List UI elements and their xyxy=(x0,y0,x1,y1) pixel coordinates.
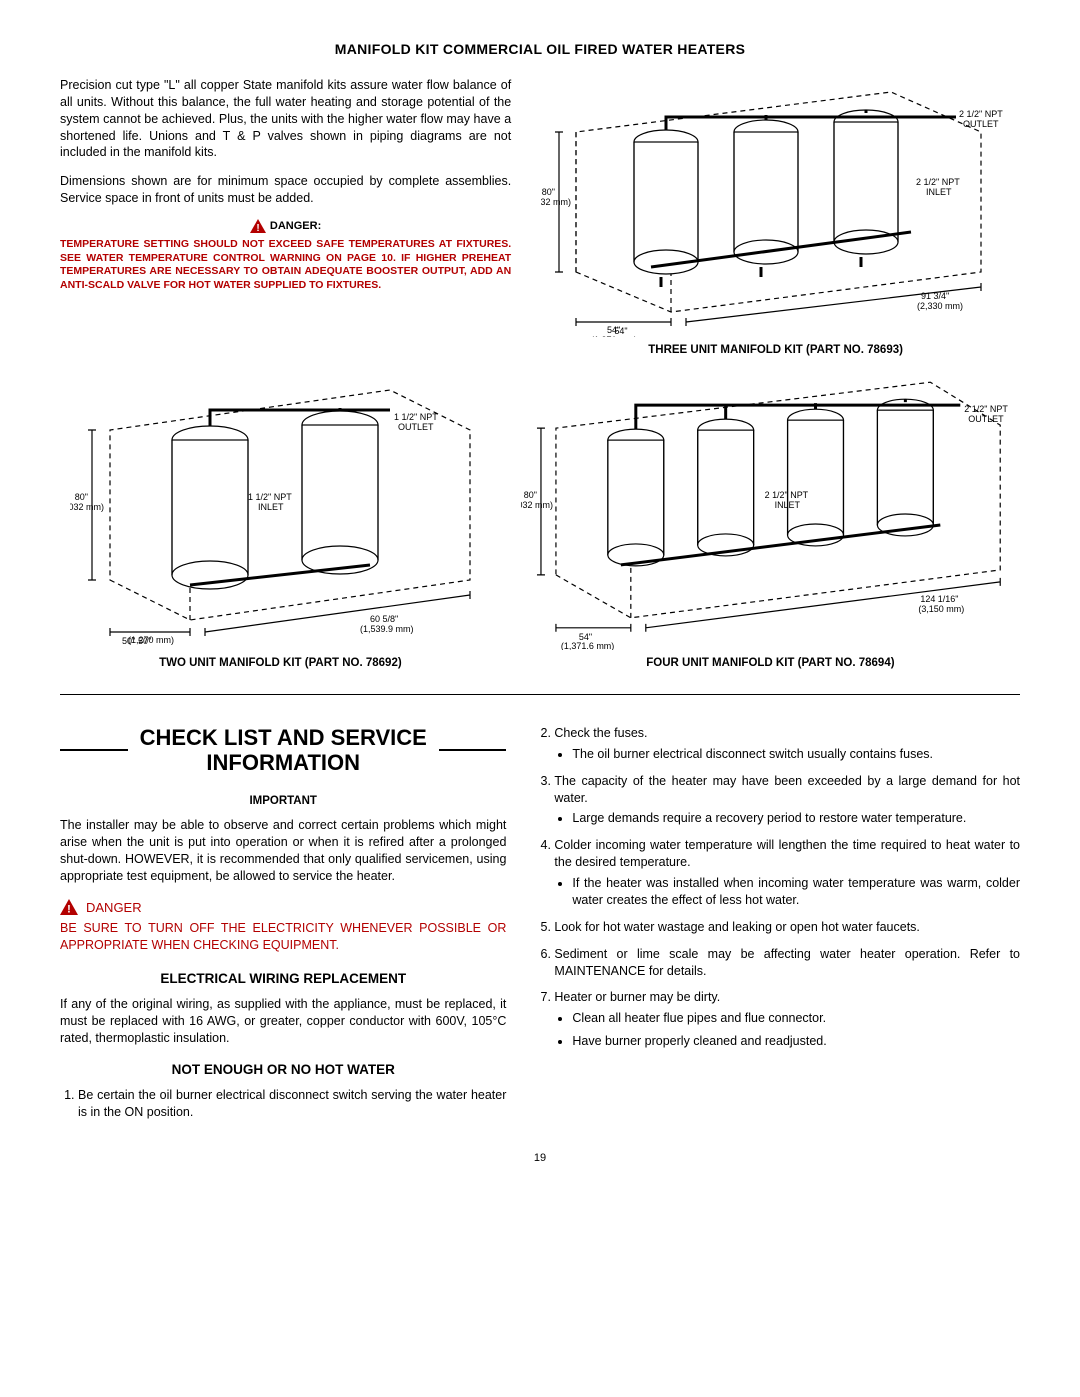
svg-text:2 1/2" NPT: 2 1/2" NPT xyxy=(916,177,960,187)
svg-text:(2,330 mm): (2,330 mm) xyxy=(917,301,963,311)
list-item: Check the fuses. The oil burner electric… xyxy=(554,725,1020,763)
svg-text:!: ! xyxy=(67,904,71,916)
svg-text:(1,539.9 mm): (1,539.9 mm) xyxy=(360,624,414,634)
list-item: Heater or burner may be dirty. Clean all… xyxy=(554,989,1020,1050)
svg-text:(1,371.6 mm): (1,371.6 mm) xyxy=(561,641,614,650)
mid-right-column: 80" (2,032 mm) 2 1/2" NPT OUTLET 2 1/2" … xyxy=(521,370,1020,672)
mid-left-column: 80" (2,032 mm) 1 1/2" NPT OUTLET 1 1/2" … xyxy=(60,370,501,672)
two-unit-diagram: 80" (2,032 mm) 1 1/2" NPT OUTLET 1 1/2" … xyxy=(60,370,501,650)
checklist-heading: CHECK LIST AND SERVICE INFORMATION xyxy=(60,725,506,776)
svg-text:1 1/2" NPT: 1 1/2" NPT xyxy=(248,492,292,502)
page-number: 19 xyxy=(60,1151,1020,1166)
warning-triangle-icon: ! xyxy=(60,899,78,915)
bottom-right-column: Check the fuses. The oil burner electric… xyxy=(536,725,1020,1131)
danger2-header: ! DANGER xyxy=(60,899,506,917)
svg-text:OUTLET: OUTLET xyxy=(398,422,434,432)
svg-text:2 1/2" NPT: 2 1/2" NPT xyxy=(964,405,1008,415)
top-right-column: 80" (1,032 mm) 54" 2 1/2" NPT OUTLET 2 1… xyxy=(531,77,1020,359)
list-item-text: Check the fuses. xyxy=(554,726,647,740)
section-divider xyxy=(60,694,1020,695)
top-section: Precision cut type "L" all copper State … xyxy=(60,77,1020,359)
svg-text:OUTLET: OUTLET xyxy=(968,415,1004,425)
electrical-text: If any of the original wiring, as suppli… xyxy=(60,996,506,1047)
svg-text:1 1/2" NPT: 1 1/2" NPT xyxy=(394,412,438,422)
list-item-text: Heater or burner may be dirty. xyxy=(554,990,720,1004)
important-text: The installer may be able to observe and… xyxy=(60,817,506,885)
checklist-ol-left: Be certain the oil burner electrical dis… xyxy=(60,1087,506,1121)
list-item: Colder incoming water temperature will l… xyxy=(554,837,1020,909)
three-unit-caption: THREE UNIT MANIFOLD KIT (PART NO. 78693) xyxy=(531,343,1020,359)
danger2-text: BE SURE TO TURN OFF THE ELECTRICITY WHEN… xyxy=(60,920,506,954)
list-item: The capacity of the heater may have been… xyxy=(554,773,1020,828)
svg-text:INLET: INLET xyxy=(774,500,800,510)
svg-text:(2,032 mm): (2,032 mm) xyxy=(521,500,553,510)
bottom-section: CHECK LIST AND SERVICE INFORMATION IMPOR… xyxy=(60,725,1020,1131)
svg-text:60 5/8": 60 5/8" xyxy=(370,614,398,624)
svg-text:!: ! xyxy=(256,223,259,233)
list-item-text: Colder incoming water temperature will l… xyxy=(554,838,1020,869)
svg-text:80": 80" xyxy=(75,492,88,502)
top-left-column: Precision cut type "L" all copper State … xyxy=(60,77,511,359)
list-subitem: The oil burner electrical disconnect swi… xyxy=(572,746,1020,763)
svg-text:(1,032 mm): (1,032 mm) xyxy=(541,197,571,207)
intro-para-1: Precision cut type "L" all copper State … xyxy=(60,77,511,161)
four-unit-diagram: 80" (2,032 mm) 2 1/2" NPT OUTLET 2 1/2" … xyxy=(521,370,1020,650)
list-item: Look for hot water wastage and leaking o… xyxy=(554,919,1020,936)
svg-text:(3,150 mm): (3,150 mm) xyxy=(918,604,964,614)
four-unit-caption: FOUR UNIT MANIFOLD KIT (PART NO. 78694) xyxy=(521,656,1020,672)
svg-text:54": 54" xyxy=(607,325,620,335)
svg-text:INLET: INLET xyxy=(926,187,952,197)
list-item-text: The capacity of the heater may have been… xyxy=(554,774,1020,805)
danger2-label: DANGER xyxy=(86,899,142,917)
page-title: MANIFOLD KIT COMMERCIAL OIL FIRED WATER … xyxy=(60,40,1020,59)
svg-text:(1,371 mm): (1,371 mm) xyxy=(591,335,637,337)
bottom-left-column: CHECK LIST AND SERVICE INFORMATION IMPOR… xyxy=(60,725,506,1131)
three-unit-diagram: 80" (1,032 mm) 54" 2 1/2" NPT OUTLET 2 1… xyxy=(531,77,1020,337)
danger-warning-text: TEMPERATURE SETTING SHOULD NOT EXCEED SA… xyxy=(60,238,511,293)
list-subitem: Large demands require a recovery period … xyxy=(572,810,1020,827)
svg-text:91 3/4": 91 3/4" xyxy=(921,291,949,301)
intro-para-2: Dimensions shown are for minimum space o… xyxy=(60,173,511,207)
checklist-ol-right: Check the fuses. The oil burner electric… xyxy=(536,725,1020,1050)
warning-triangle-icon: ! xyxy=(250,219,266,233)
svg-text:124 1/16": 124 1/16" xyxy=(920,594,958,604)
mid-section: 80" (2,032 mm) 1 1/2" NPT OUTLET 1 1/2" … xyxy=(60,370,1020,672)
svg-text:(2,032 mm): (2,032 mm) xyxy=(70,502,104,512)
nohot-heading: NOT ENOUGH OR NO HOT WATER xyxy=(60,1061,506,1079)
svg-text:2 1/2" NPT: 2 1/2" NPT xyxy=(764,490,808,500)
two-unit-caption: TWO UNIT MANIFOLD KIT (PART NO. 78692) xyxy=(60,656,501,672)
electrical-heading: ELECTRICAL WIRING REPLACEMENT xyxy=(60,970,506,988)
important-label: IMPORTANT xyxy=(60,794,506,810)
svg-text:80": 80" xyxy=(524,490,537,500)
list-item: Sediment or lime scale may be affecting … xyxy=(554,946,1020,980)
list-item: Be certain the oil burner electrical dis… xyxy=(78,1087,506,1121)
svg-text:80": 80" xyxy=(541,187,554,197)
svg-text:2 1/2" NPT: 2 1/2" NPT xyxy=(959,109,1003,119)
list-subitem: Have burner properly cleaned and readjus… xyxy=(572,1033,1020,1050)
svg-text:OUTLET: OUTLET xyxy=(963,119,999,129)
svg-text:INLET: INLET xyxy=(258,502,284,512)
list-subitem: Clean all heater flue pipes and flue con… xyxy=(572,1010,1020,1027)
svg-text:(1,270 mm): (1,270 mm) xyxy=(128,635,174,645)
list-subitem: If the heater was installed when incomin… xyxy=(572,875,1020,909)
danger-label: DANGER: xyxy=(270,219,321,234)
checklist-heading-text: CHECK LIST AND SERVICE INFORMATION xyxy=(128,725,439,776)
danger-header: ! DANGER: xyxy=(60,219,511,234)
